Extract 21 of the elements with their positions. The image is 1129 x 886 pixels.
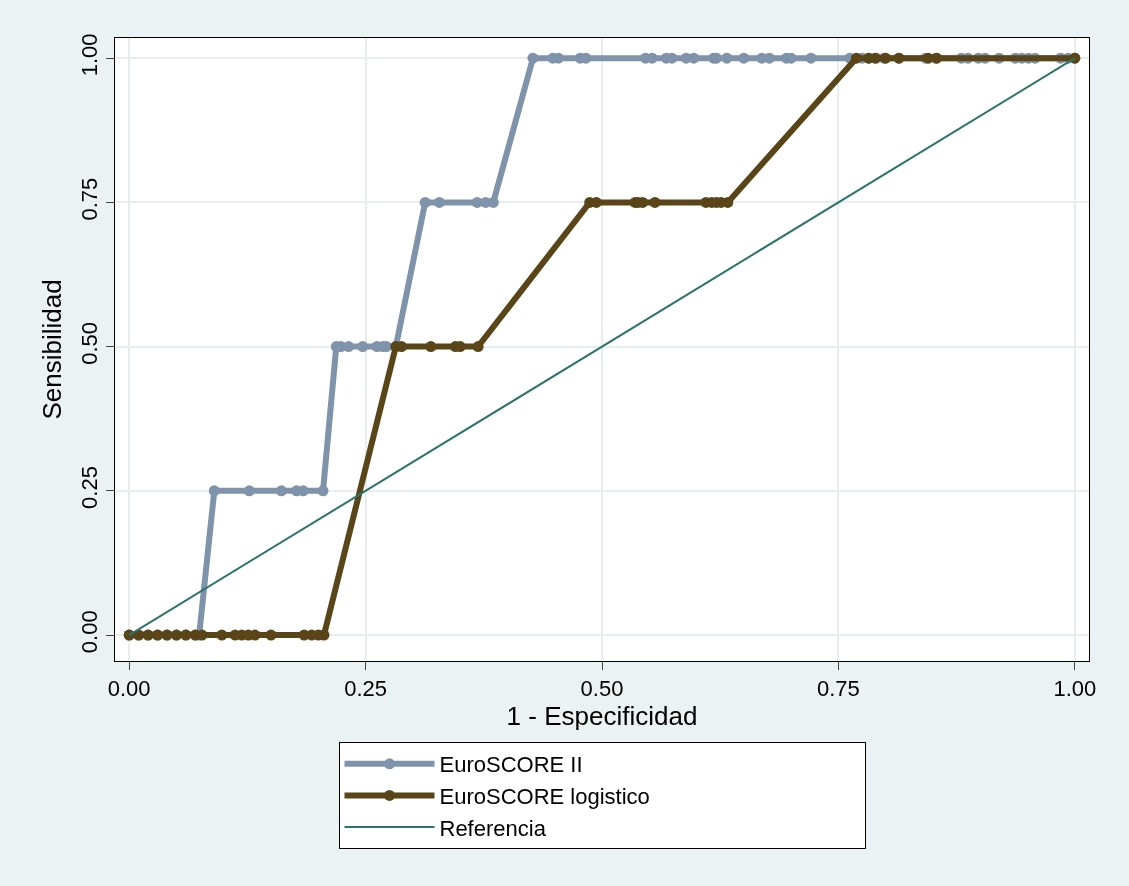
- point: [265, 629, 277, 641]
- legend-label: EuroSCORE II: [439, 752, 583, 778]
- y-axis-title: Sensibilidad: [36, 279, 67, 420]
- x-tick-label: 0.25: [344, 676, 387, 702]
- point: [425, 341, 437, 353]
- y-tick-label: 0.25: [77, 466, 103, 509]
- legend-label: EuroSCORE logistico: [439, 783, 650, 809]
- x-tick-label: 0.00: [107, 676, 151, 702]
- x-tick-label: 1.00: [1053, 676, 1097, 702]
- point: [216, 629, 228, 641]
- x-axis-title: 1 - Especificidad: [506, 701, 698, 732]
- y-tick-label: 0.50: [77, 321, 103, 365]
- x-tick-label: 0.75: [817, 676, 860, 702]
- point: [472, 341, 484, 353]
- y-tick-label: 1.00: [77, 33, 103, 77]
- y-tick-label: 0.00: [77, 610, 103, 654]
- point: [850, 52, 862, 64]
- x-tick-label: 0.50: [580, 676, 624, 702]
- legend-label: Referencia: [439, 815, 547, 841]
- y-tick-label: 0.75: [77, 177, 103, 221]
- point: [649, 196, 661, 208]
